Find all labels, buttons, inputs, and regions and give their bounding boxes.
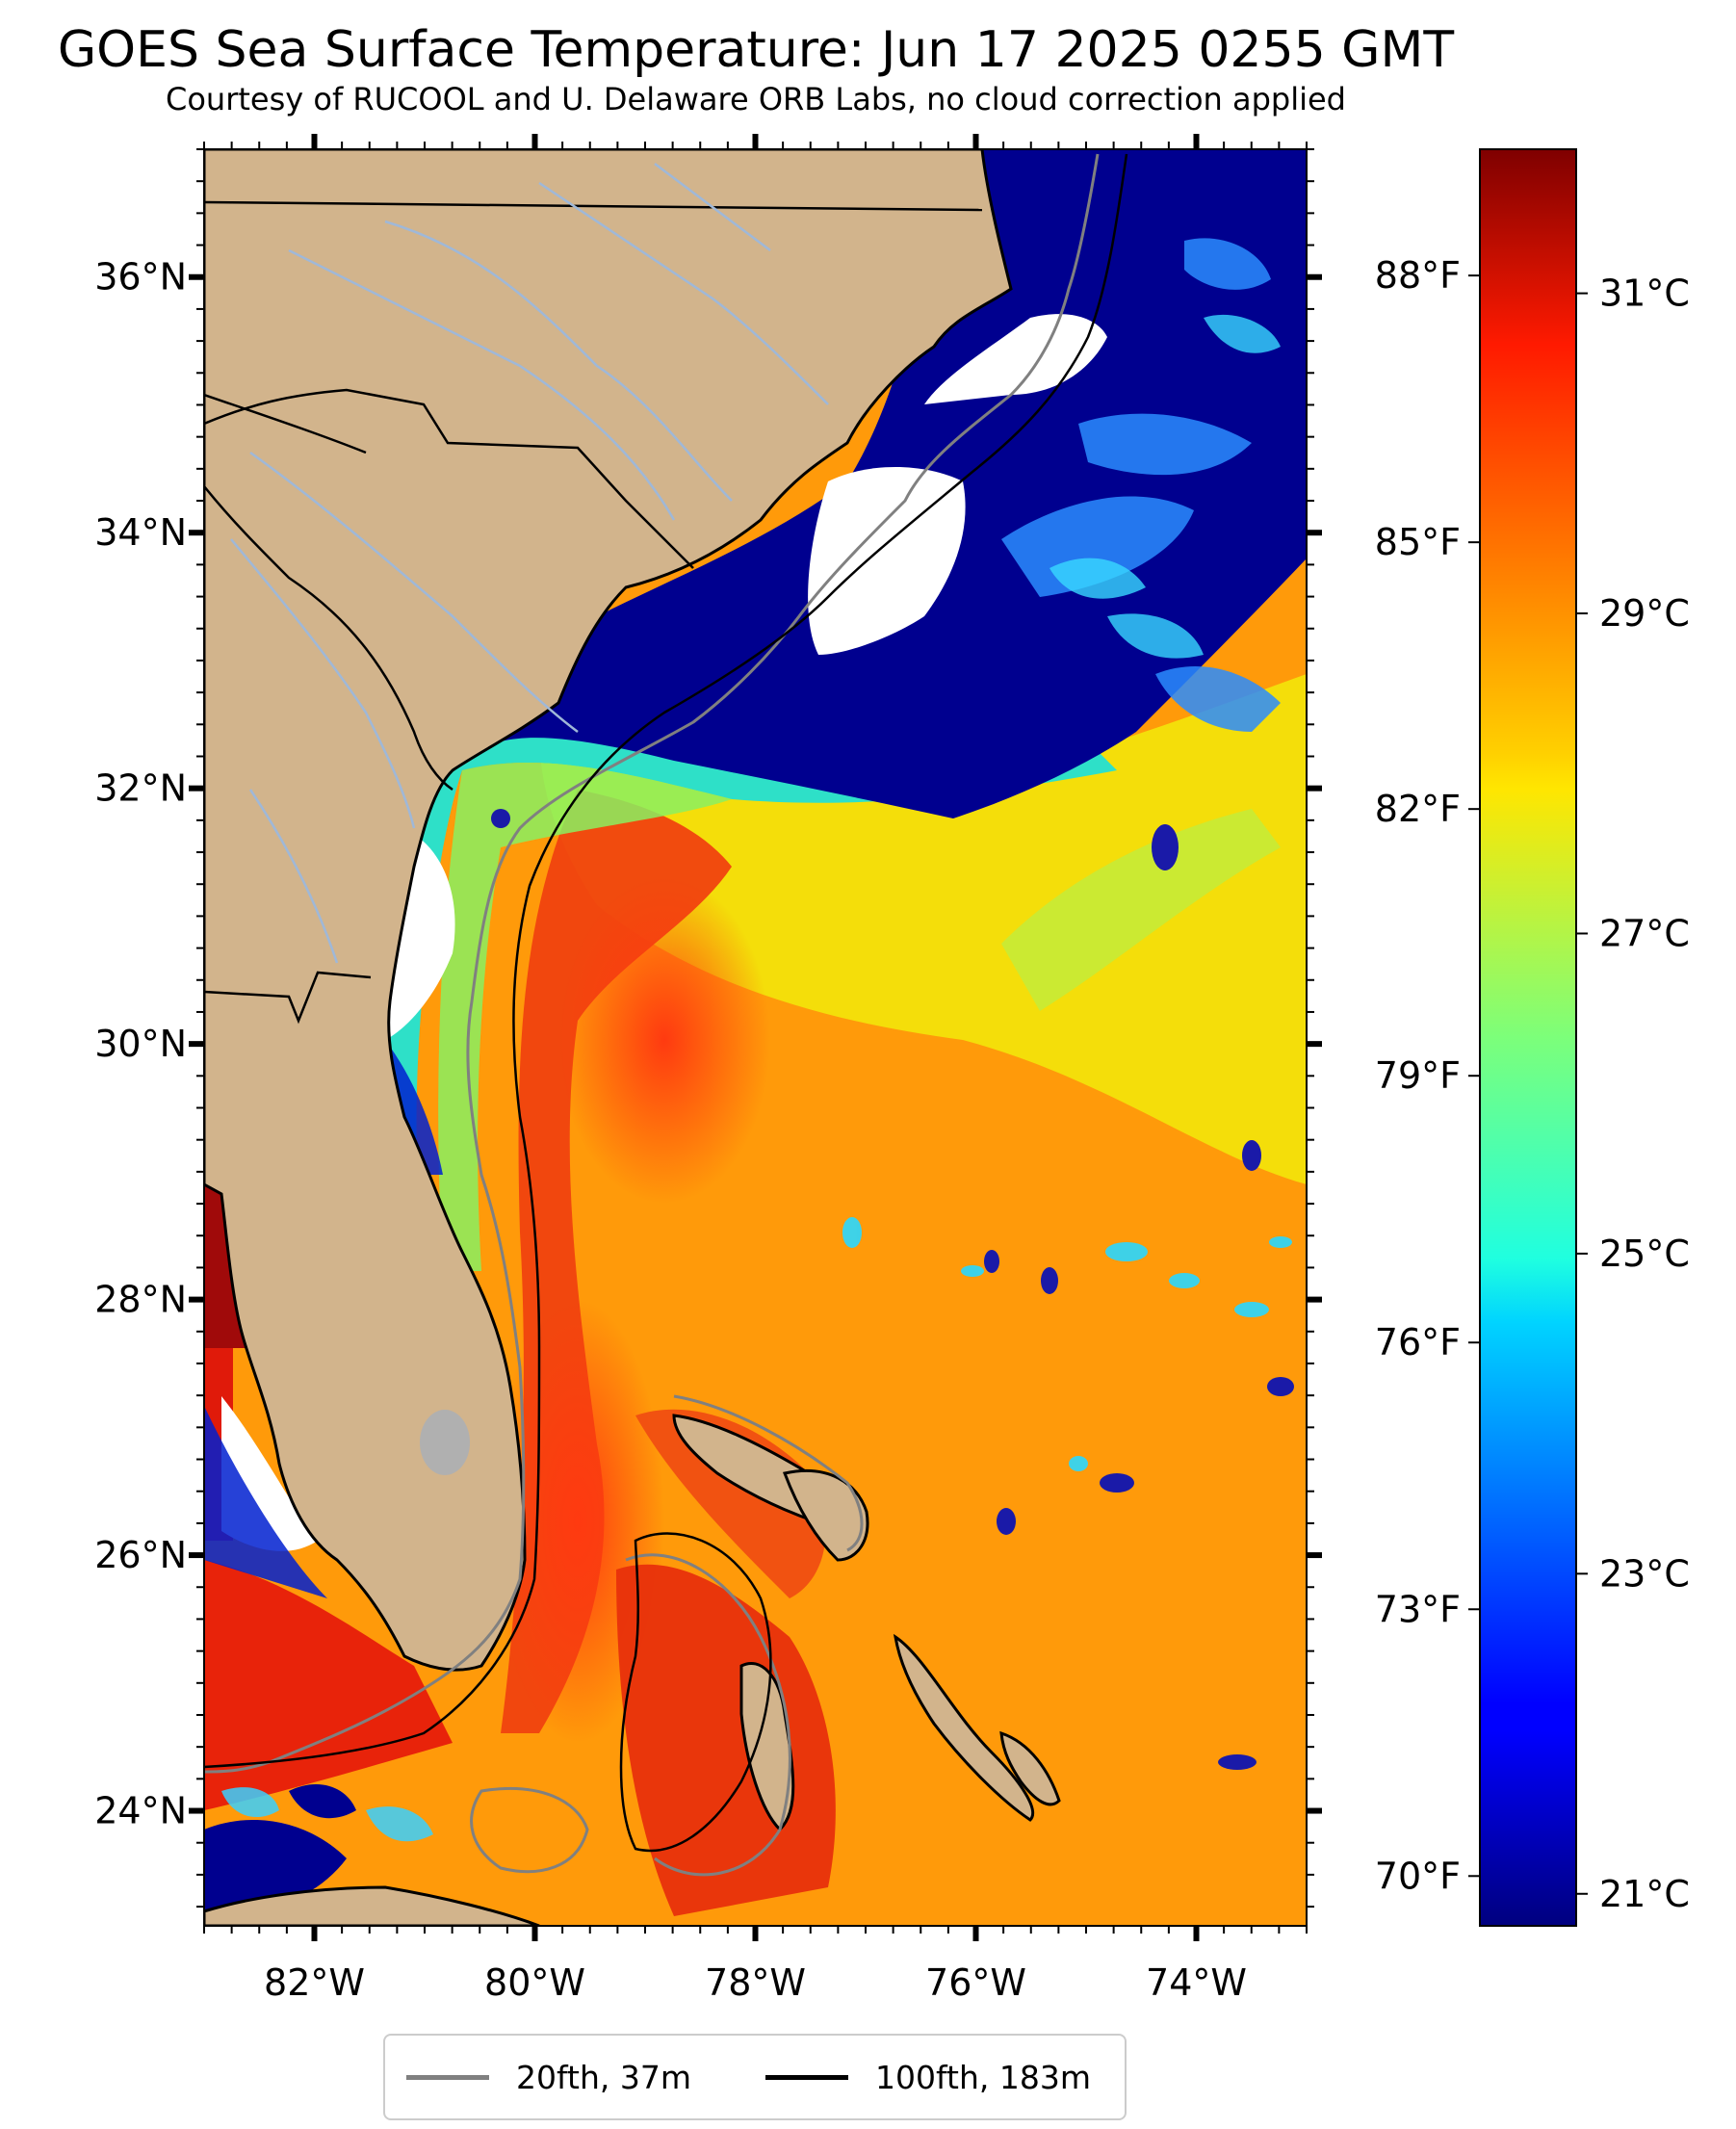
lat-tick-label: 30°N — [94, 1023, 187, 1065]
lon-tick-label: 78°W — [705, 1961, 806, 2004]
celsius-tick-label: 29°C — [1599, 592, 1690, 635]
land-cuba — [204, 1885, 540, 1926]
fahrenheit-tick-label: 79°F — [1375, 1054, 1461, 1097]
cloud-onslow-bay — [808, 467, 966, 655]
rivers — [230, 163, 829, 964]
lat-tick-label: 36°N — [94, 256, 187, 299]
lat-tick-label: 26°N — [94, 1534, 187, 1576]
celsius-tick-label: 21°C — [1599, 1873, 1690, 1915]
lake-okeechobee — [420, 1410, 470, 1475]
land-us-mainland — [204, 149, 1013, 1672]
lat-tick-label: 24°N — [94, 1790, 187, 1832]
cold-water-light-patches — [1001, 238, 1281, 733]
legend-item-20fth: 20fth, 37m — [406, 2036, 691, 2118]
celsius-tick-label: 27°C — [1599, 912, 1690, 954]
cold-water-cyan-patches — [1049, 314, 1281, 659]
colorbar-gradient — [1479, 148, 1577, 1927]
lon-tick-label: 82°W — [264, 1961, 365, 2004]
page-subtitle: Courtesy of RUCOOL and U. Delaware ORB L… — [166, 81, 1346, 117]
colorbar-axes: 31°C 29°C 27°C 25°C 23°C 21°C 88°F 85°F 82°F 79°F… — [1375, 254, 1690, 1915]
ocean-yellow-band — [539, 674, 1307, 1184]
celsius-tick-label: 25°C — [1599, 1233, 1690, 1275]
isobath-100fth — [204, 153, 1128, 1853]
open-ocean-cyan-specks — [842, 1217, 1292, 1471]
lat-tick-label: 32°N — [94, 767, 187, 810]
land-abaco — [782, 1468, 869, 1562]
map-panel — [204, 149, 1307, 1926]
legend-label-20fth: 20fth, 37m — [516, 2058, 691, 2096]
fahrenheit-tick-label: 85°F — [1375, 521, 1461, 563]
gulf-cold-patches — [204, 1783, 356, 1916]
isobath-legend: 20fth, 37m 100fth, 183m — [383, 2034, 1127, 2120]
gulf-cyan-patches — [221, 1787, 433, 1842]
lon-tick-label: 76°W — [925, 1961, 1026, 2004]
land-exumas — [999, 1730, 1061, 1806]
legend-swatch-100fth — [765, 2074, 848, 2080]
ocean-greenish-streaks — [1001, 809, 1281, 1011]
shelf-green-water — [438, 762, 732, 1271]
fahrenheit-tick-label: 76°F — [1375, 1321, 1461, 1363]
fahrenheit-tick-label: 73°F — [1375, 1588, 1461, 1630]
land-andros — [739, 1662, 795, 1832]
fahrenheit-tick-label: 88°F — [1375, 254, 1461, 297]
lon-tick-label: 80°W — [484, 1961, 585, 2004]
page-title: GOES Sea Surface Temperature: Jun 17 202… — [57, 21, 1455, 79]
map-axes: 82°W 80°W 78°W 76°W 74°W 36°N 34°N 32°N 30°N 28°N… — [94, 134, 1322, 2004]
lon-tick-label: 74°W — [1146, 1961, 1247, 2004]
fahrenheit-tick-label: 70°F — [1375, 1855, 1461, 1897]
open-ocean-cold-specks — [491, 809, 1294, 1770]
legend-item-100fth: 100fth, 183m — [765, 2036, 1091, 2118]
coastal-blue-rim — [204, 1040, 443, 1598]
celsius-tick-label: 31°C — [1599, 273, 1690, 315]
gulf-stream-warm-eddy — [558, 876, 770, 1204]
land-eleuthera — [893, 1633, 1035, 1822]
fahrenheit-tick-label: 82°F — [1375, 788, 1461, 830]
legend-label-100fth: 100fth, 183m — [875, 2058, 1091, 2096]
lat-tick-label: 28°N — [94, 1279, 187, 1321]
celsius-tick-label: 23°C — [1599, 1552, 1690, 1595]
gulf-warm-water — [204, 1560, 453, 1810]
state-borders — [204, 200, 983, 1025]
isobath-20fth — [204, 153, 1100, 1877]
legend-swatch-20fth — [406, 2074, 489, 2080]
lat-tick-label: 34°N — [94, 511, 187, 554]
